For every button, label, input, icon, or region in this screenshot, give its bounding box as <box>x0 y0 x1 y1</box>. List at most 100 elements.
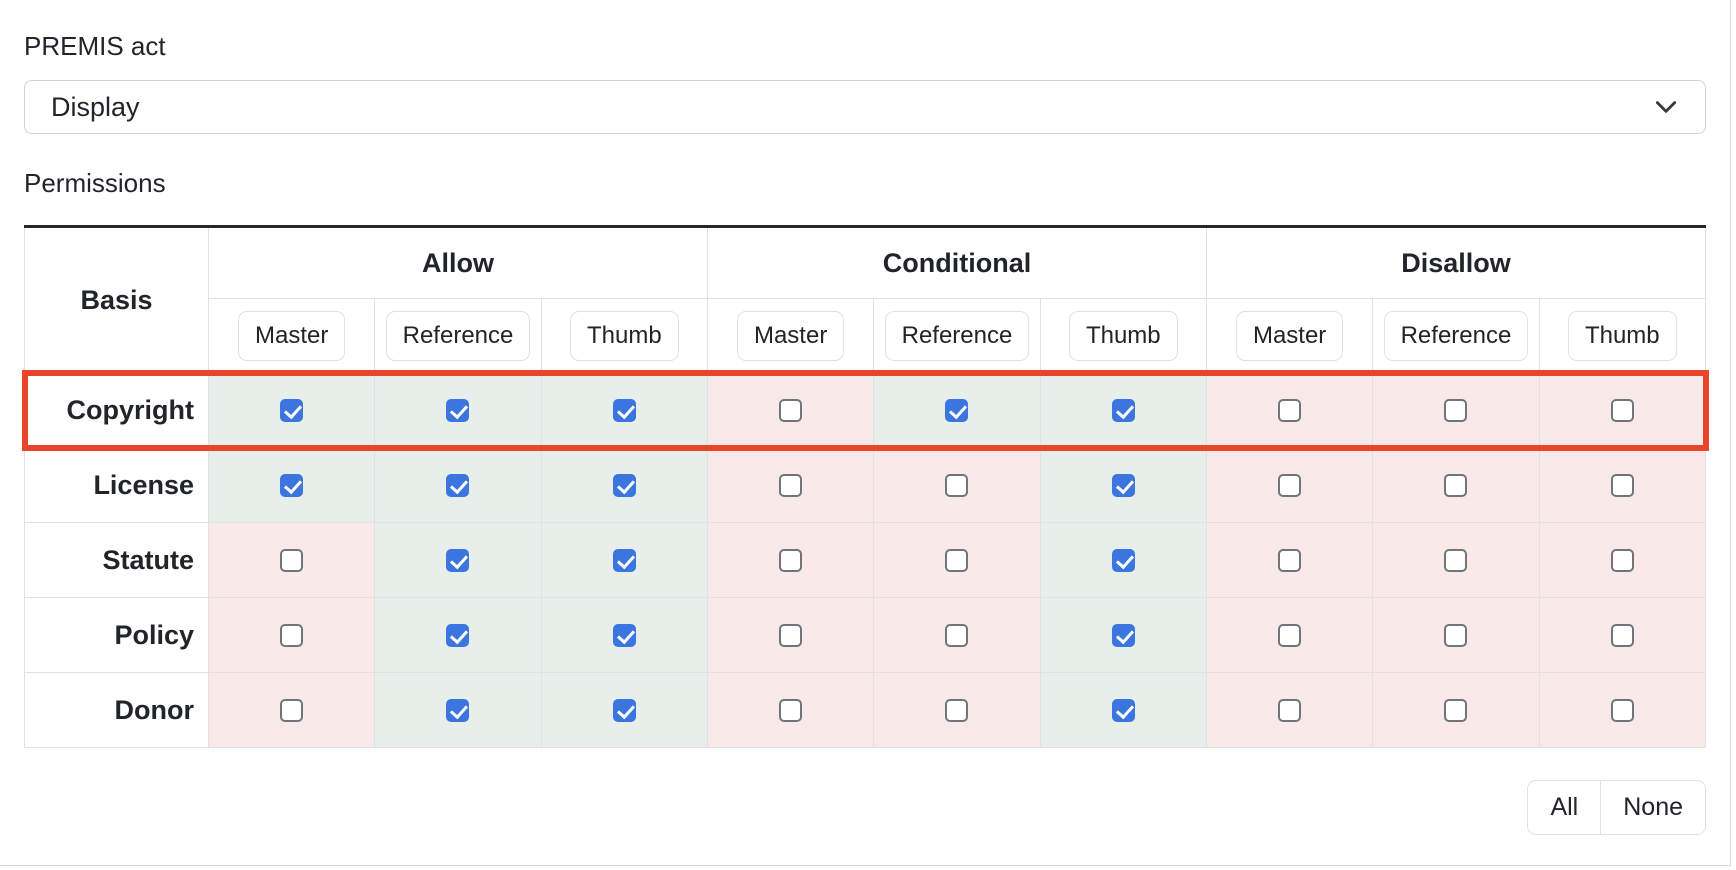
permission-cell <box>1538 597 1707 673</box>
permission-checkbox[interactable] <box>1278 623 1302 647</box>
permission-checkbox[interactable] <box>1111 548 1135 572</box>
group-header-row: Basis Allow Conditional Disallow <box>24 226 1707 373</box>
permission-cell <box>1372 522 1540 598</box>
column-toggle-button-master[interactable]: Master <box>736 310 845 361</box>
permission-checkbox[interactable] <box>779 623 803 647</box>
select-all-button[interactable]: All <box>1528 781 1601 834</box>
column-toggle-button-thumb[interactable]: Thumb <box>569 310 679 361</box>
permission-cell <box>540 522 708 598</box>
permission-checkbox[interactable] <box>1444 698 1468 722</box>
permission-checkbox[interactable] <box>446 398 470 422</box>
permission-checkbox[interactable] <box>612 473 636 497</box>
permission-cell <box>374 672 542 748</box>
group-header-disallow: Disallow <box>1205 226 1707 299</box>
permission-checkbox[interactable] <box>446 623 470 647</box>
permission-checkbox[interactable] <box>1444 548 1468 572</box>
permission-checkbox[interactable] <box>280 473 304 497</box>
permission-cell <box>706 672 875 748</box>
permission-checkbox[interactable] <box>1111 473 1135 497</box>
column-toggle-button-thumb[interactable]: Thumb <box>1567 310 1677 361</box>
permission-cell <box>1372 597 1540 673</box>
permission-checkbox[interactable] <box>612 398 636 422</box>
permission-checkbox[interactable] <box>280 398 304 422</box>
sub-header-cell: Reference <box>374 298 542 373</box>
permission-cell <box>1372 672 1540 748</box>
permission-checkbox[interactable] <box>280 623 304 647</box>
column-toggle-button-thumb[interactable]: Thumb <box>1068 310 1178 361</box>
permission-checkbox[interactable] <box>945 473 969 497</box>
permission-cell <box>706 522 875 598</box>
permission-cell <box>1372 447 1540 523</box>
sub-header-cell: Thumb <box>1538 298 1707 373</box>
permission-checkbox[interactable] <box>612 698 636 722</box>
permission-cell <box>1205 372 1374 448</box>
permission-checkbox[interactable] <box>1444 398 1468 422</box>
permission-checkbox[interactable] <box>945 698 969 722</box>
group-header-allow: Allow <box>208 226 708 299</box>
permission-cell <box>1538 672 1707 748</box>
permission-checkbox[interactable] <box>1444 473 1468 497</box>
column-toggle-button-master[interactable]: Master <box>237 310 346 361</box>
permission-checkbox[interactable] <box>945 623 969 647</box>
permission-cell <box>1205 522 1374 598</box>
permission-checkbox[interactable] <box>1610 698 1634 722</box>
permission-checkbox[interactable] <box>612 623 636 647</box>
permissions-tbody: Copyright License Statute Policy Donor <box>21 369 1709 748</box>
permission-checkbox[interactable] <box>945 398 969 422</box>
column-toggle-button-reference[interactable]: Reference <box>385 310 531 361</box>
permission-cell <box>1205 672 1374 748</box>
permission-checkbox[interactable] <box>1111 623 1135 647</box>
permission-cell <box>207 372 376 448</box>
permission-checkbox[interactable] <box>945 548 969 572</box>
permission-checkbox[interactable] <box>280 698 304 722</box>
permission-checkbox[interactable] <box>1278 398 1302 422</box>
table-row-copyright: Copyright <box>21 369 1709 451</box>
permission-checkbox[interactable] <box>1610 398 1634 422</box>
permission-cell <box>207 447 376 523</box>
permission-checkbox[interactable] <box>1278 698 1302 722</box>
table-row-statute: Statute <box>24 522 1707 598</box>
permission-checkbox[interactable] <box>1111 398 1135 422</box>
permission-checkbox[interactable] <box>1278 548 1302 572</box>
permission-cell <box>374 447 542 523</box>
permission-cell <box>873 447 1041 523</box>
bulk-actions: All None <box>24 780 1706 835</box>
permission-checkbox[interactable] <box>1610 548 1634 572</box>
permission-checkbox[interactable] <box>1278 473 1302 497</box>
chevron-down-icon <box>1653 94 1679 120</box>
permission-cell <box>1538 447 1707 523</box>
sub-header-cell: Reference <box>1372 298 1540 373</box>
permission-checkbox[interactable] <box>779 473 803 497</box>
permission-checkbox[interactable] <box>280 548 304 572</box>
permission-checkbox[interactable] <box>779 398 803 422</box>
column-toggle-button-master[interactable]: Master <box>1235 310 1344 361</box>
permission-checkbox[interactable] <box>446 473 470 497</box>
permission-cell <box>1039 672 1207 748</box>
permission-checkbox[interactable] <box>1444 623 1468 647</box>
permission-cell <box>374 372 542 448</box>
select-none-button[interactable]: None <box>1600 781 1705 834</box>
column-toggle-button-reference[interactable]: Reference <box>884 310 1030 361</box>
sub-header-cell: Master <box>1205 298 1374 373</box>
column-toggle-button-reference[interactable]: Reference <box>1383 310 1529 361</box>
premis-act-label: PREMIS act <box>24 31 166 61</box>
permission-cell <box>1039 522 1207 598</box>
permission-cell <box>1205 597 1374 673</box>
permission-cell <box>1039 372 1207 448</box>
permission-cell <box>540 672 708 748</box>
table-row-donor: Donor <box>24 672 1707 748</box>
permission-cell <box>706 447 875 523</box>
permission-checkbox[interactable] <box>1111 698 1135 722</box>
sub-header-cell: Thumb <box>540 298 708 373</box>
premis-act-select[interactable]: Display <box>24 80 1706 134</box>
permission-checkbox[interactable] <box>446 698 470 722</box>
permission-checkbox[interactable] <box>1610 473 1634 497</box>
permission-checkbox[interactable] <box>446 548 470 572</box>
permission-checkbox[interactable] <box>779 698 803 722</box>
permission-checkbox[interactable] <box>779 548 803 572</box>
all-none-button-group: All None <box>1527 780 1706 835</box>
permission-checkbox[interactable] <box>1610 623 1634 647</box>
permission-cell <box>706 597 875 673</box>
basis-column-header: Basis <box>24 226 209 373</box>
permission-checkbox[interactable] <box>612 548 636 572</box>
